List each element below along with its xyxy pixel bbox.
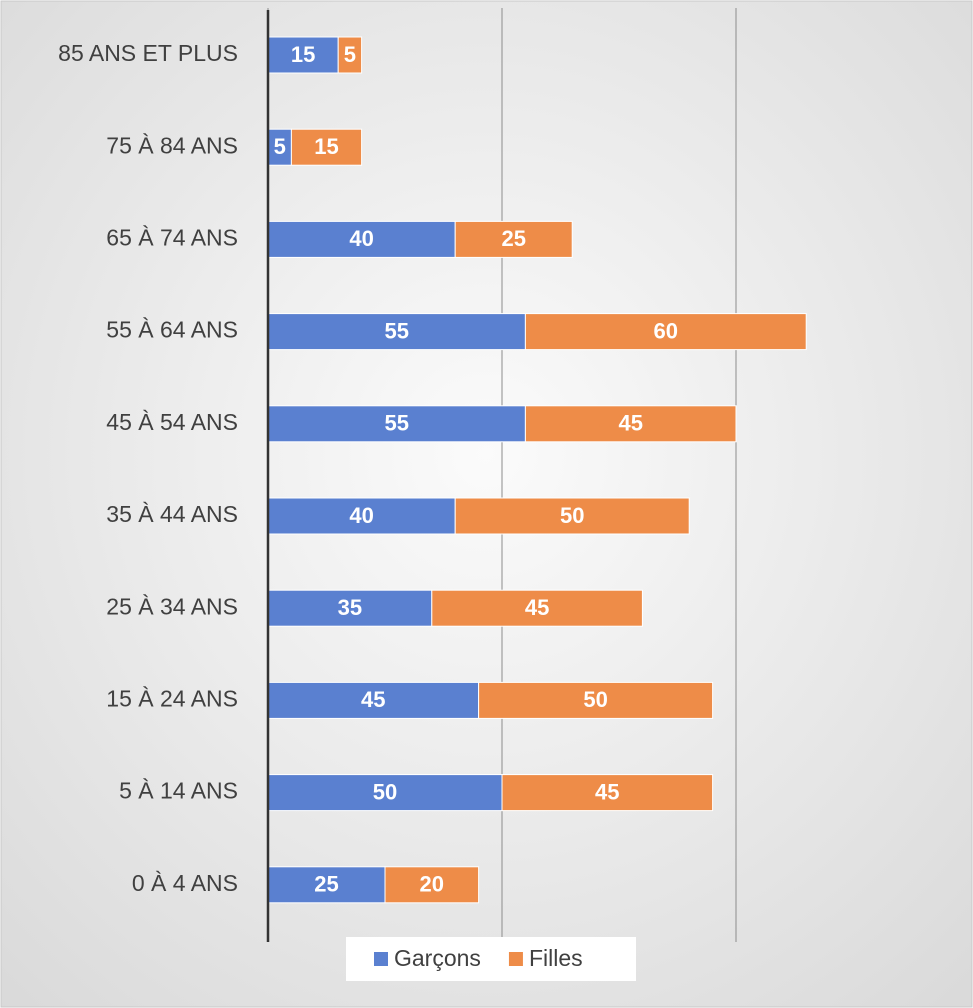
data-label: 15 (314, 134, 338, 159)
y-tick-label: 0 À 4 ANS (132, 870, 238, 896)
data-label: 50 (560, 503, 584, 528)
bar-segment (478, 681, 714, 719)
bar-segment (267, 681, 480, 719)
data-label: 60 (654, 318, 678, 343)
bar-segment (267, 774, 503, 812)
y-tick-label: 5 À 14 ANS (119, 778, 238, 804)
y-tick-label: 45 À 54 ANS (106, 409, 238, 435)
data-label: 55 (384, 411, 408, 436)
data-label: 25 (501, 226, 525, 251)
bar-segment (524, 405, 737, 443)
data-label: 40 (349, 226, 373, 251)
data-label: 45 (361, 687, 385, 712)
data-label: 5 (344, 42, 356, 67)
data-label: 45 (595, 779, 619, 804)
bar-segment (267, 497, 456, 535)
y-tick-label: 25 À 34 ANS (106, 593, 238, 619)
data-label: 50 (373, 779, 397, 804)
data-label: 15 (291, 42, 315, 67)
legend-swatch (508, 952, 523, 966)
bar-segment (431, 589, 643, 627)
bar-segment (524, 313, 807, 351)
data-label: 5 (274, 134, 286, 159)
y-tick-label: 35 À 44 ANS (106, 501, 238, 527)
bar-segment (454, 220, 573, 258)
bar-segment (290, 128, 363, 166)
data-label: 40 (349, 503, 373, 528)
legend-swatch (374, 952, 388, 966)
y-tick-label: 15 À 24 ANS (106, 685, 238, 711)
data-label: 45 (525, 595, 549, 620)
bar-segment (337, 36, 363, 74)
bar-segment (501, 774, 714, 812)
bar-segment (267, 36, 339, 74)
y-tick-label: 55 À 64 ANS (106, 317, 238, 343)
data-label: 35 (338, 595, 362, 620)
bar-segment (384, 866, 480, 904)
data-label: 50 (583, 687, 607, 712)
data-label: 55 (384, 318, 408, 343)
data-label: 20 (420, 872, 444, 897)
legend-label: Garçons (394, 945, 481, 971)
bar-segment (267, 405, 526, 443)
bar-segment (267, 220, 456, 258)
y-tick-label: 75 À 84 ANS (106, 132, 238, 158)
data-label: 25 (314, 872, 338, 897)
y-tick-label: 85 ANS ET PLUS (58, 40, 238, 66)
legend-label: Filles (529, 945, 583, 971)
bar-segment (267, 313, 526, 351)
y-tick-label: 65 À 74 ANS (106, 224, 238, 250)
bar-segment (454, 497, 690, 535)
bar-segment (267, 866, 386, 904)
legend-box (346, 937, 636, 981)
data-label: 45 (618, 411, 642, 436)
